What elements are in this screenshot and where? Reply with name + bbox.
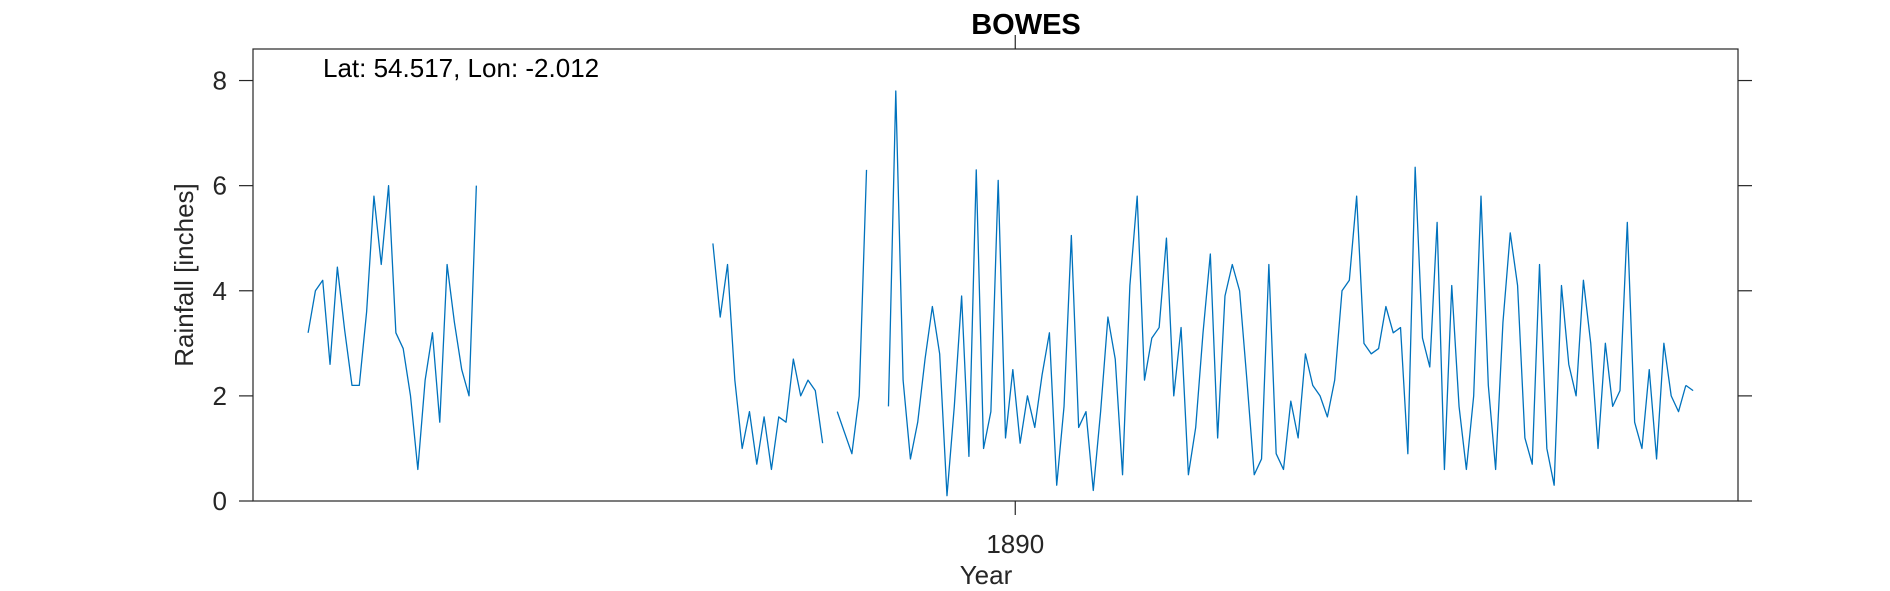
rainfall-line-segment-5: [1685, 384, 1694, 392]
y-tick-label: 0: [213, 486, 227, 516]
rainfall-line-segment-2: [712, 243, 824, 471]
rainfall-line-segment-3: [836, 169, 868, 455]
y-tick-label: 6: [213, 171, 227, 201]
y-tick-label: 8: [213, 66, 227, 96]
rainfall-line-segment-1: [307, 184, 477, 471]
chart-title: BOWES: [971, 9, 1081, 41]
location-annotation: Lat: 54.517, Lon: -2.012: [323, 53, 599, 83]
plot-frame: [252, 48, 1739, 502]
y-tick-label: 2: [213, 381, 227, 411]
y-axis: 0 2 4 6 8: [213, 66, 1752, 516]
y-tick-label: 4: [213, 276, 227, 306]
series-layer: [307, 90, 1694, 497]
x-axis: 1890: [986, 35, 1044, 559]
rainfall-line-segment-4: [887, 90, 1687, 497]
y-axis-label: Rainfall [inches]: [169, 183, 199, 367]
x-axis-label: Year: [960, 560, 1013, 590]
x-tick-label: 1890: [986, 529, 1044, 559]
